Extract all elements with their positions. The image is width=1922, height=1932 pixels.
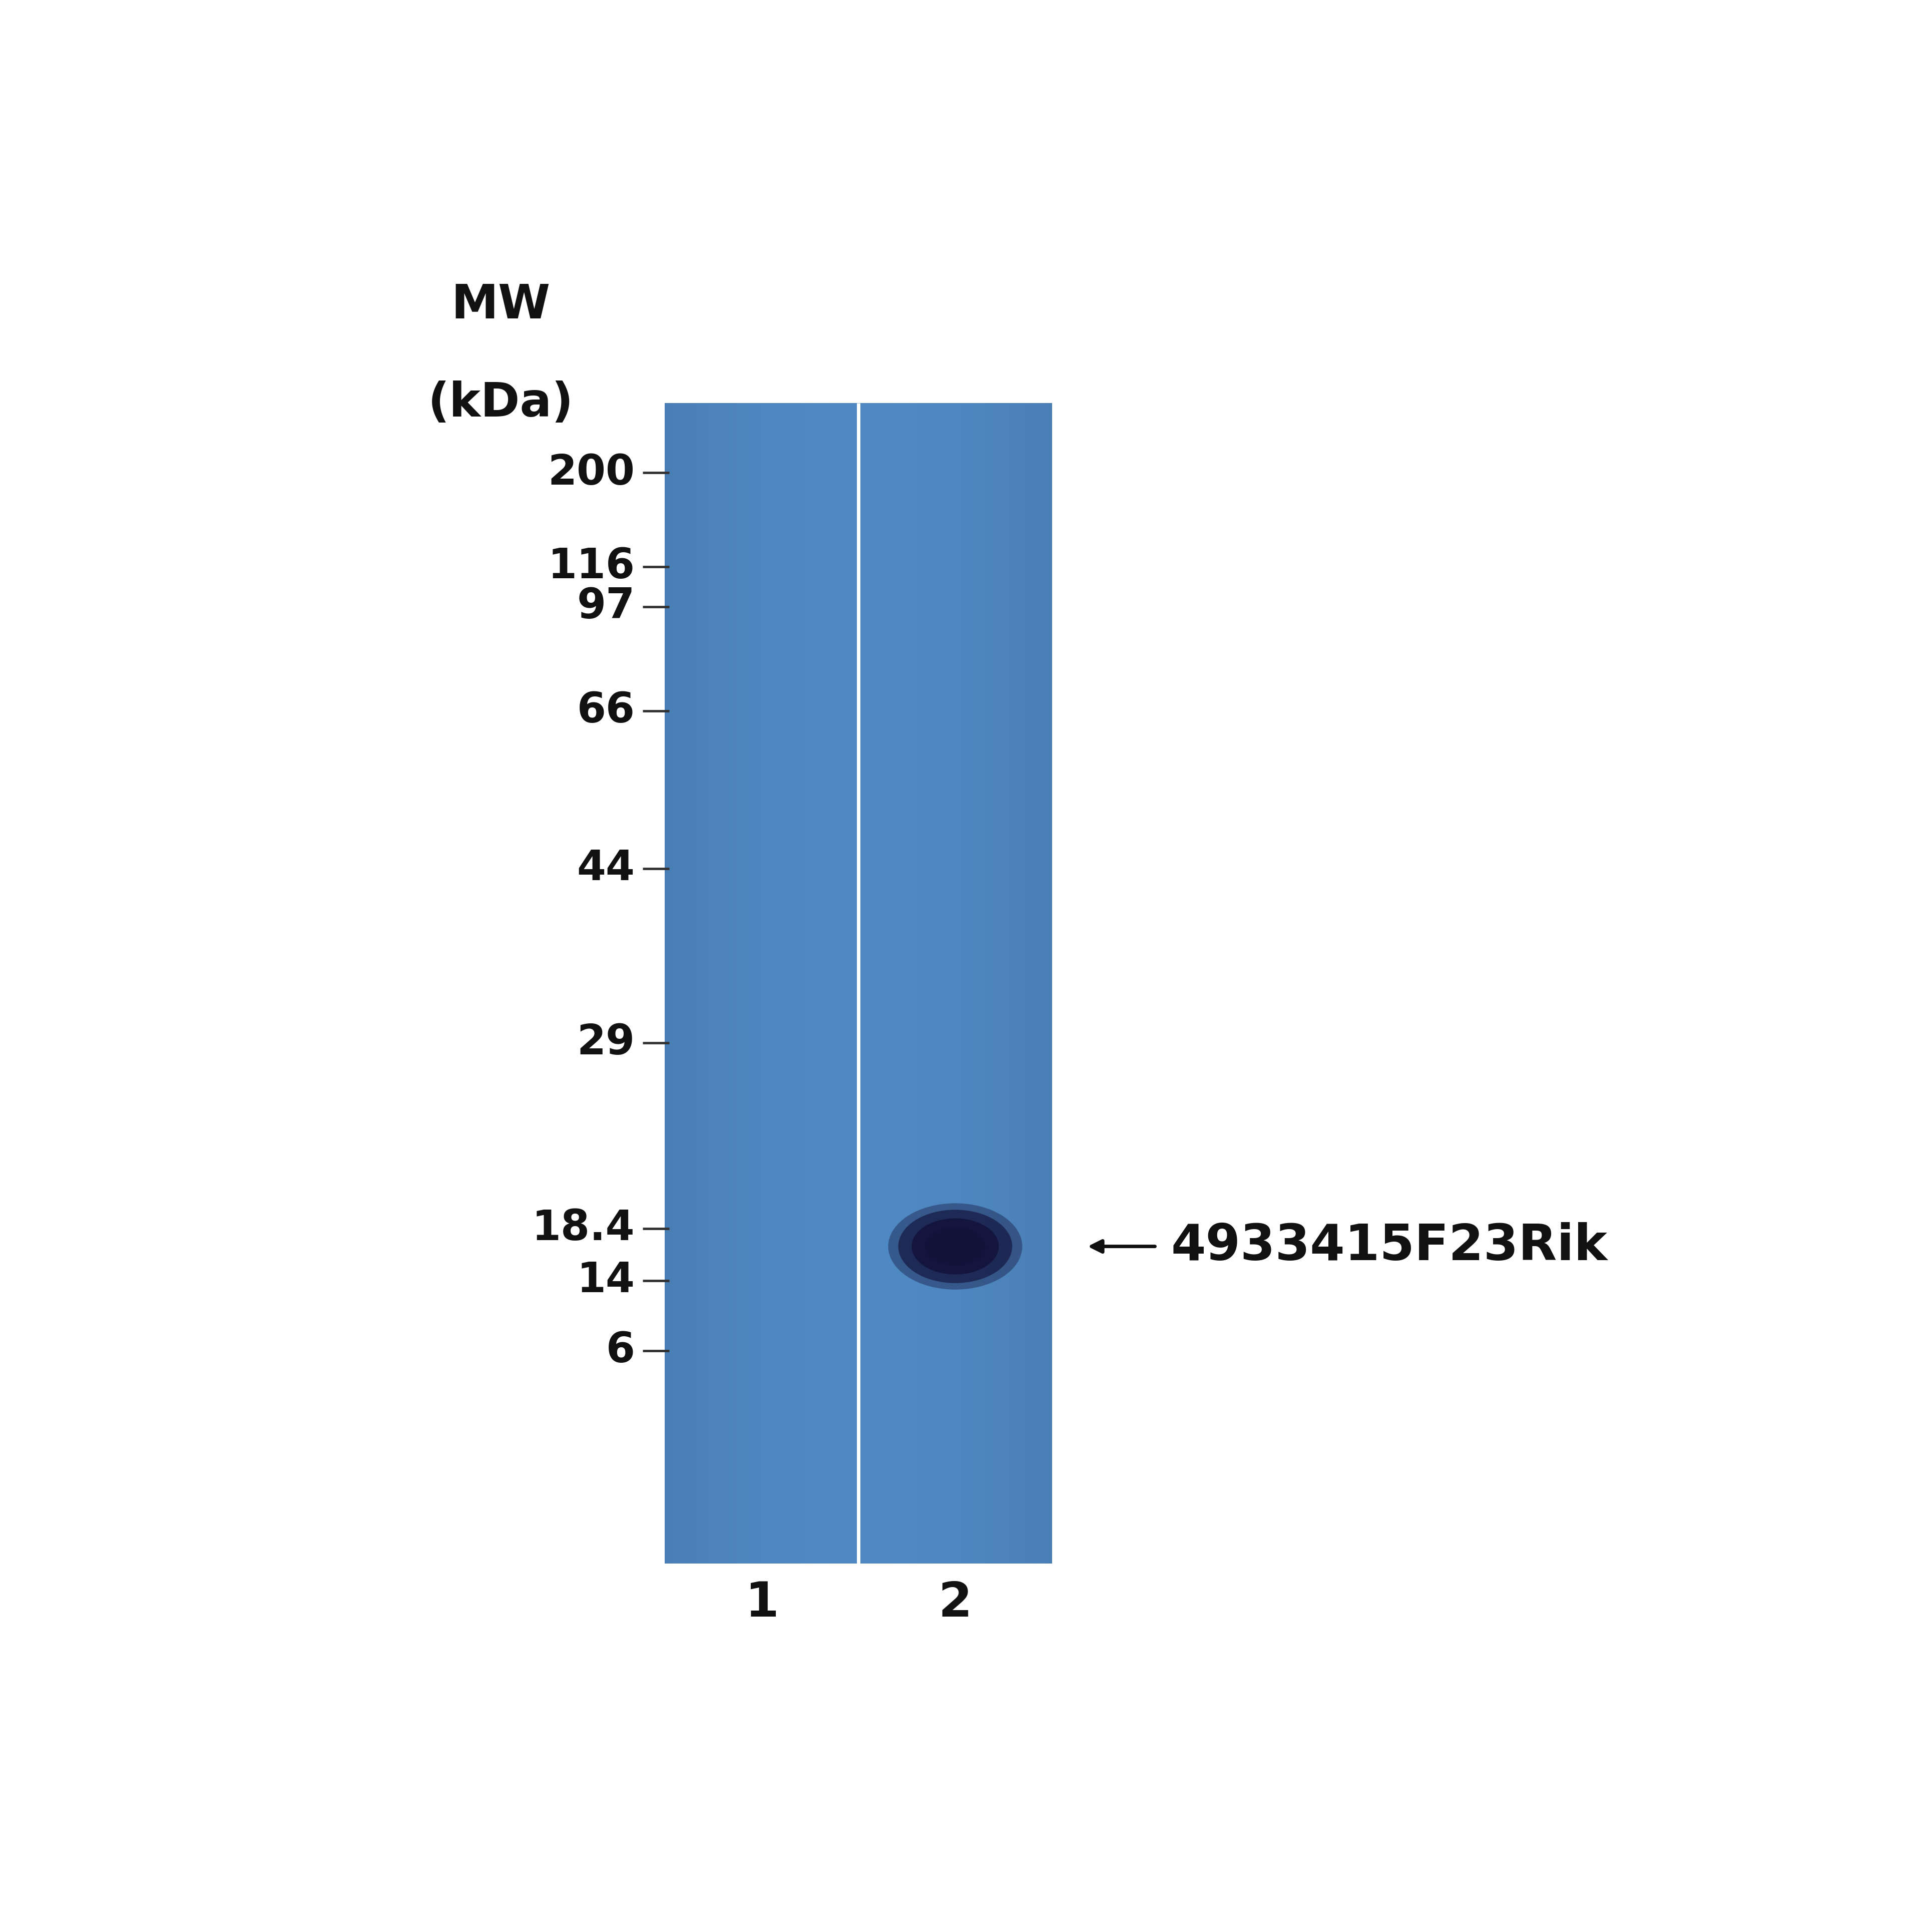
Text: 200: 200 <box>548 452 634 493</box>
Text: MW: MW <box>452 282 550 328</box>
Text: 18.4: 18.4 <box>532 1208 634 1248</box>
Text: 4933415F23Rik: 4933415F23Rik <box>1170 1223 1607 1271</box>
Ellipse shape <box>888 1204 1023 1289</box>
Text: 44: 44 <box>577 848 634 889</box>
Text: 97: 97 <box>577 587 634 628</box>
Text: 1: 1 <box>744 1580 778 1627</box>
Text: 6: 6 <box>605 1331 634 1372</box>
Text: 116: 116 <box>548 547 634 587</box>
Text: 2: 2 <box>938 1580 973 1627</box>
Text: 14: 14 <box>577 1260 634 1300</box>
Ellipse shape <box>911 1219 999 1275</box>
Ellipse shape <box>924 1227 986 1265</box>
Text: 29: 29 <box>577 1022 634 1063</box>
Ellipse shape <box>898 1209 1013 1283</box>
Text: (kDa): (kDa) <box>429 381 575 427</box>
Text: 66: 66 <box>577 690 634 730</box>
